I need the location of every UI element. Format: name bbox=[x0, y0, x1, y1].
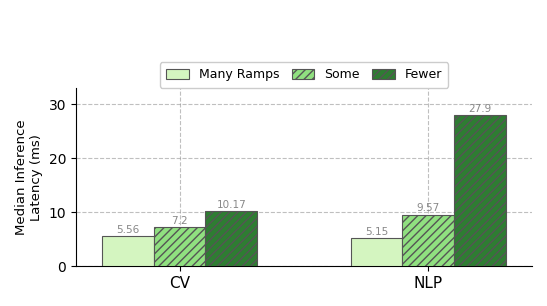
Y-axis label: Median Inference
Latency (ms): Median Inference Latency (ms) bbox=[15, 119, 43, 235]
Bar bbox=[351, 238, 403, 266]
Text: 7.2: 7.2 bbox=[171, 216, 188, 226]
Bar bbox=[154, 227, 206, 266]
Text: 9.57: 9.57 bbox=[417, 203, 440, 213]
Bar bbox=[403, 215, 454, 266]
Text: 5.56: 5.56 bbox=[116, 225, 139, 235]
Text: 5.15: 5.15 bbox=[365, 227, 388, 237]
Text: 27.9: 27.9 bbox=[469, 104, 492, 114]
Bar bbox=[206, 211, 257, 266]
Legend: Many Ramps, Some, Fewer: Many Ramps, Some, Fewer bbox=[160, 62, 448, 88]
Text: 10.17: 10.17 bbox=[217, 200, 246, 210]
Bar bbox=[102, 236, 154, 266]
Bar bbox=[454, 115, 506, 266]
